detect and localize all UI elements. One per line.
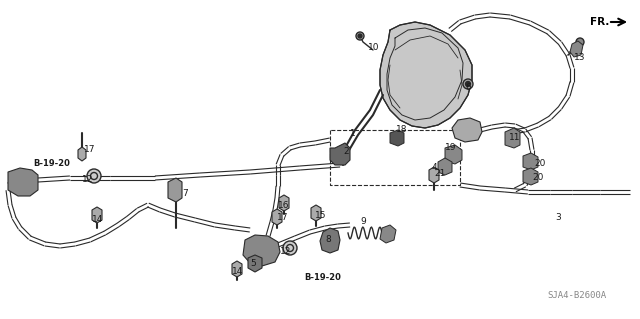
Polygon shape xyxy=(505,128,520,148)
Text: B-19-20: B-19-20 xyxy=(304,272,341,281)
Text: 20: 20 xyxy=(534,159,545,167)
Polygon shape xyxy=(8,168,38,196)
Text: 11: 11 xyxy=(509,133,520,143)
Polygon shape xyxy=(390,130,404,146)
Polygon shape xyxy=(438,158,452,175)
Polygon shape xyxy=(243,235,280,266)
Text: 18: 18 xyxy=(396,124,408,133)
Polygon shape xyxy=(311,205,321,221)
Text: 6: 6 xyxy=(465,84,471,93)
Circle shape xyxy=(87,169,101,183)
Text: 4: 4 xyxy=(432,164,438,173)
Text: 15: 15 xyxy=(315,211,326,220)
Polygon shape xyxy=(279,195,289,211)
Circle shape xyxy=(356,32,364,40)
Polygon shape xyxy=(232,261,242,277)
Text: 16: 16 xyxy=(278,201,289,210)
Polygon shape xyxy=(168,178,182,202)
Polygon shape xyxy=(429,167,439,183)
Polygon shape xyxy=(523,153,538,170)
Polygon shape xyxy=(570,41,583,57)
Polygon shape xyxy=(320,228,340,253)
Circle shape xyxy=(465,81,470,86)
Text: 2: 2 xyxy=(343,146,349,155)
Text: 17: 17 xyxy=(277,213,289,222)
Text: 3: 3 xyxy=(555,213,561,222)
Polygon shape xyxy=(78,147,86,161)
Text: 5: 5 xyxy=(250,258,256,268)
Polygon shape xyxy=(92,207,102,223)
Text: 9: 9 xyxy=(360,218,365,226)
Text: 20: 20 xyxy=(532,174,543,182)
Circle shape xyxy=(19,179,25,185)
Text: 13: 13 xyxy=(574,53,586,62)
Polygon shape xyxy=(445,145,462,164)
Text: 7: 7 xyxy=(182,189,188,198)
Text: 1: 1 xyxy=(350,129,356,137)
Text: 14: 14 xyxy=(232,268,243,277)
Text: B-19-20: B-19-20 xyxy=(33,159,70,167)
Text: 19: 19 xyxy=(445,144,456,152)
Polygon shape xyxy=(380,225,396,243)
Text: 12: 12 xyxy=(280,248,291,256)
Circle shape xyxy=(283,241,297,255)
Text: 14: 14 xyxy=(92,214,104,224)
Circle shape xyxy=(463,79,473,89)
Polygon shape xyxy=(272,209,282,225)
Text: 17: 17 xyxy=(84,145,95,153)
Polygon shape xyxy=(248,255,262,272)
Polygon shape xyxy=(452,118,482,142)
Text: 21: 21 xyxy=(434,168,445,177)
Text: 12: 12 xyxy=(82,174,93,183)
Text: SJA4-B2600A: SJA4-B2600A xyxy=(547,291,606,300)
Circle shape xyxy=(16,176,28,188)
Text: FR.: FR. xyxy=(590,17,609,27)
Text: 8: 8 xyxy=(325,235,331,244)
Polygon shape xyxy=(330,143,350,165)
Circle shape xyxy=(358,34,362,38)
Text: 10: 10 xyxy=(368,43,380,53)
Circle shape xyxy=(576,38,584,46)
Polygon shape xyxy=(380,22,472,128)
Polygon shape xyxy=(523,168,538,185)
